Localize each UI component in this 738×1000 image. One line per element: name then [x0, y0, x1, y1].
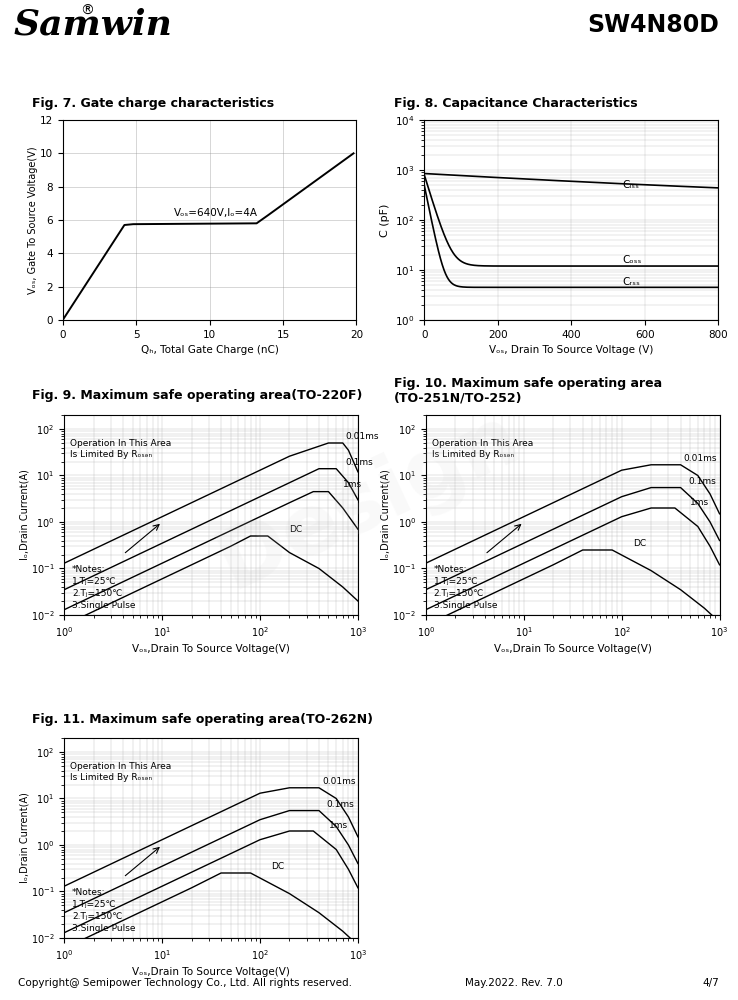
Text: 0.1ms: 0.1ms [327, 800, 354, 809]
Y-axis label: C (pF): C (pF) [379, 203, 390, 237]
Y-axis label: Iₒ,Drain Current(A): Iₒ,Drain Current(A) [381, 470, 391, 560]
Text: 1ms: 1ms [342, 480, 362, 489]
Text: *Notes:
1.Tⱼ=25℃
2.Tⱼ=150℃
3.Single Pulse: *Notes: 1.Tⱼ=25℃ 2.Tⱼ=150℃ 3.Single Puls… [72, 565, 136, 610]
Text: 0.1ms: 0.1ms [689, 477, 716, 486]
X-axis label: Vₒₛ,Drain To Source Voltage(V): Vₒₛ,Drain To Source Voltage(V) [132, 967, 290, 977]
Text: Fig. 10. Maximum safe operating area
(TO-251N/TO-252): Fig. 10. Maximum safe operating area (TO… [394, 376, 662, 404]
Text: Cₒₛₛ: Cₒₛₛ [623, 255, 642, 265]
Text: Fig. 8. Capacitance Characteristics: Fig. 8. Capacitance Characteristics [394, 97, 638, 110]
Text: *Notes:
1.Tⱼ=25℃
2.Tⱼ=150℃
3.Single Pulse: *Notes: 1.Tⱼ=25℃ 2.Tⱼ=150℃ 3.Single Puls… [72, 888, 136, 933]
Text: 1ms: 1ms [328, 821, 348, 830]
Text: Operation In This Area
Is Limited By Rₒₛₔₙ: Operation In This Area Is Limited By Rₒₛ… [70, 762, 171, 782]
Text: Cᵢₛₛ: Cᵢₛₛ [623, 180, 640, 190]
Text: 1ms: 1ms [690, 498, 709, 507]
Text: Copyright@ Semipower Technology Co., Ltd. All rights reserved.: Copyright@ Semipower Technology Co., Ltd… [18, 978, 353, 988]
Text: 0.1ms: 0.1ms [345, 458, 373, 467]
Text: Fig. 7. Gate charge characteristics: Fig. 7. Gate charge characteristics [32, 97, 275, 110]
Text: DC: DC [271, 862, 284, 871]
Text: DC: DC [289, 525, 303, 534]
Text: DC: DC [632, 539, 646, 548]
Text: *Notes:
1.Tⱼ=25℃
2.Tⱼ=150℃
3.Single Pulse: *Notes: 1.Tⱼ=25℃ 2.Tⱼ=150℃ 3.Single Puls… [434, 565, 497, 610]
Text: SW4N80D: SW4N80D [587, 13, 720, 37]
X-axis label: Vₒₛ, Drain To Source Voltage (V): Vₒₛ, Drain To Source Voltage (V) [489, 345, 653, 355]
X-axis label: Vₒₛ,Drain To Source Voltage(V): Vₒₛ,Drain To Source Voltage(V) [494, 644, 652, 654]
Text: Fig. 9. Maximum safe operating area(TO-220F): Fig. 9. Maximum safe operating area(TO-2… [32, 389, 362, 402]
Y-axis label: Iₒ,Drain Current(A): Iₒ,Drain Current(A) [19, 470, 30, 560]
Text: Fig. 11. Maximum safe operating area(TO-262N): Fig. 11. Maximum safe operating area(TO-… [32, 712, 373, 726]
Text: May.2022. Rev. 7.0: May.2022. Rev. 7.0 [465, 978, 562, 988]
Text: Operation In This Area
Is Limited By Rₒₛₔₙ: Operation In This Area Is Limited By Rₒₛ… [70, 439, 171, 459]
X-axis label: Qₕ, Total Gate Charge (nC): Qₕ, Total Gate Charge (nC) [141, 345, 278, 355]
Y-axis label: Iₒ,Drain Current(A): Iₒ,Drain Current(A) [19, 793, 30, 883]
Text: 0.01ms: 0.01ms [322, 777, 356, 786]
Y-axis label: Vₒₛ, Gate To Source Voltage(V): Vₒₛ, Gate To Source Voltage(V) [28, 146, 38, 294]
Text: Samwin: Samwin [13, 8, 172, 42]
Text: 4/7: 4/7 [703, 978, 720, 988]
Text: 0.01ms: 0.01ms [345, 432, 379, 441]
X-axis label: Vₒₛ,Drain To Source Voltage(V): Vₒₛ,Drain To Source Voltage(V) [132, 644, 290, 654]
Text: Design: Design [205, 395, 533, 605]
Text: 0.01ms: 0.01ms [683, 454, 717, 463]
Text: ®: ® [80, 4, 94, 18]
Text: Vₒₛ=640V,Iₒ=4A: Vₒₛ=640V,Iₒ=4A [174, 208, 258, 218]
Text: Cᵣₛₛ: Cᵣₛₛ [623, 277, 641, 287]
Text: Operation In This Area
Is Limited By Rₒₛₔₙ: Operation In This Area Is Limited By Rₒₛ… [432, 439, 533, 459]
